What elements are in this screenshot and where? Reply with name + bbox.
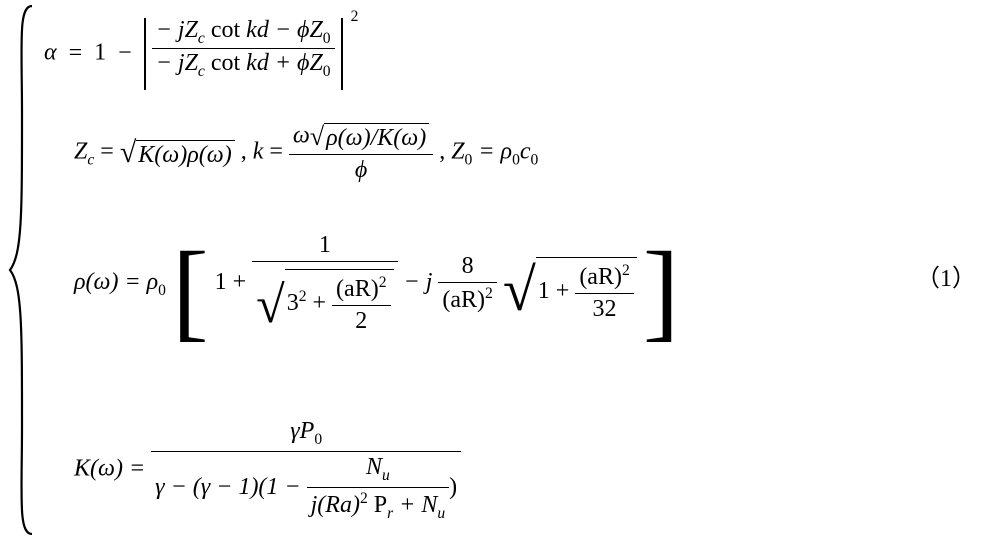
eq-sign: = (63, 40, 89, 66)
k-in-den-c: + N (393, 492, 437, 518)
rho-t3: 8 (aR)2 (438, 253, 496, 314)
eq-zc-k-z0: Zc = √K(ω)ρ(ω) , k = ω√ρ(ω)/K(ω) ϕ , Z0 … (74, 122, 538, 184)
one: 1 (94, 40, 106, 66)
k-den-a: γ − (γ − 1)(1 − (155, 474, 306, 500)
k-eq: = (269, 139, 289, 165)
rho-minus-j: − j (404, 269, 433, 295)
t2-num: 1 (252, 232, 397, 261)
eq-alpha: α = 1 − − jZc cot kd − ϕZ0 − jZc cot kd … (44, 18, 356, 90)
t2-3sq: 2 (299, 288, 307, 305)
k-num-0: 0 (314, 431, 322, 448)
z0-l: Z (451, 139, 464, 165)
comma1: , (241, 139, 253, 165)
minus: − (112, 40, 138, 66)
k-den: ϕ (289, 154, 433, 184)
z0-rhs: = ρ (478, 139, 512, 165)
rho-t4-sqrt: √ 1 + (aR)232 (503, 244, 637, 323)
t4-den: 32 (575, 293, 633, 323)
z0-s: 0 (465, 151, 473, 168)
k-lhs: K(ω) = (74, 456, 151, 482)
t2-ar-sq: 2 (379, 274, 387, 291)
abs-den-a: − jZ (156, 50, 198, 76)
k-in-den-cs: u (437, 504, 445, 521)
k-num-sqrt: ρ(ω)/K(ω) (324, 123, 429, 152)
abs-den-cot: cot (205, 50, 246, 76)
eq-k-omega: K(ω) = γP0 γ − (γ − 1)(1 − Nu j(Ra)2 Pr … (74, 418, 461, 522)
k-in-den-b: P (368, 492, 387, 518)
eq-rho-omega: ρ(ω) = ρ0 [ 1 + 1 √ 32 + (aR)22 − j 8 (a… (74, 232, 679, 335)
k-den-close: ) (449, 474, 457, 500)
abs-num-0: 0 (323, 30, 331, 47)
abs-squared: 2 (351, 8, 359, 25)
k-in-num-s: u (382, 467, 390, 484)
abs-value: − jZc cot kd − ϕZ0 − jZc cot kd + ϕZ0 (144, 18, 343, 90)
zc-l: Z (74, 139, 87, 165)
sqrt-body: K(ω)ρ(ω) (136, 140, 234, 169)
rho-t2: 1 √ 32 + (aR)22 (252, 232, 397, 335)
alpha-lhs: α (44, 40, 57, 66)
rho0-s: 0 (512, 151, 520, 168)
t2-over2: 2 (332, 305, 390, 335)
k-l: k (253, 139, 264, 165)
k-frac-outer: γP0 γ − (γ − 1)(1 − Nu j(Ra)2 Pr + Nu ) (151, 418, 461, 522)
abs-num-m: − ϕZ (269, 17, 323, 43)
equation-number: （1） (916, 258, 976, 293)
k-in-den-sq: 2 (360, 490, 368, 507)
zc-s: c (87, 151, 94, 168)
abs-num-kd: kd (246, 17, 269, 43)
sqrt-krho: √K(ω)ρ(ω) (120, 136, 235, 170)
t4-ar-sq: 2 (622, 262, 630, 279)
zc-eq: = (100, 139, 120, 165)
t3-ar-sq: 2 (485, 285, 493, 302)
abs-den-0: 0 (323, 63, 331, 80)
abs-den-c: c (198, 63, 205, 80)
t4-ar: (aR) (579, 264, 622, 290)
t2-3: 3 (287, 290, 299, 316)
abs-num-c: c (198, 30, 205, 47)
t4-pre: 1 + (538, 278, 576, 304)
k-num-omega: ω (293, 123, 310, 149)
abs-num-cot: cot (205, 17, 246, 43)
rho-term1: 1 + (215, 269, 253, 295)
t3-num: 8 (438, 253, 496, 282)
abs-den-m: + ϕZ (269, 50, 323, 76)
t3-ar: (aR) (442, 287, 485, 313)
k-in-den-a: j(Ra) (311, 492, 360, 518)
abs-den-kd: kd (246, 50, 269, 76)
left-brace (8, 4, 36, 536)
rho-lhs: ρ(ω) = ρ (74, 269, 158, 295)
k-in-num: N (366, 454, 382, 480)
t2-plus: + (307, 290, 333, 316)
rho-lhs-0: 0 (158, 282, 166, 299)
c0-s: 0 (531, 151, 539, 168)
t2-ar: (aR) (336, 276, 379, 302)
k-num: γP (290, 418, 314, 444)
equation-system: α = 1 − − jZc cot kd − ϕZ0 − jZc cot kd … (0, 0, 1000, 543)
comma2: , (439, 139, 451, 165)
k-frac: ω√ρ(ω)/K(ω) ϕ (289, 122, 433, 184)
abs-num-a: − jZ (156, 17, 198, 43)
c-l: c (520, 139, 531, 165)
